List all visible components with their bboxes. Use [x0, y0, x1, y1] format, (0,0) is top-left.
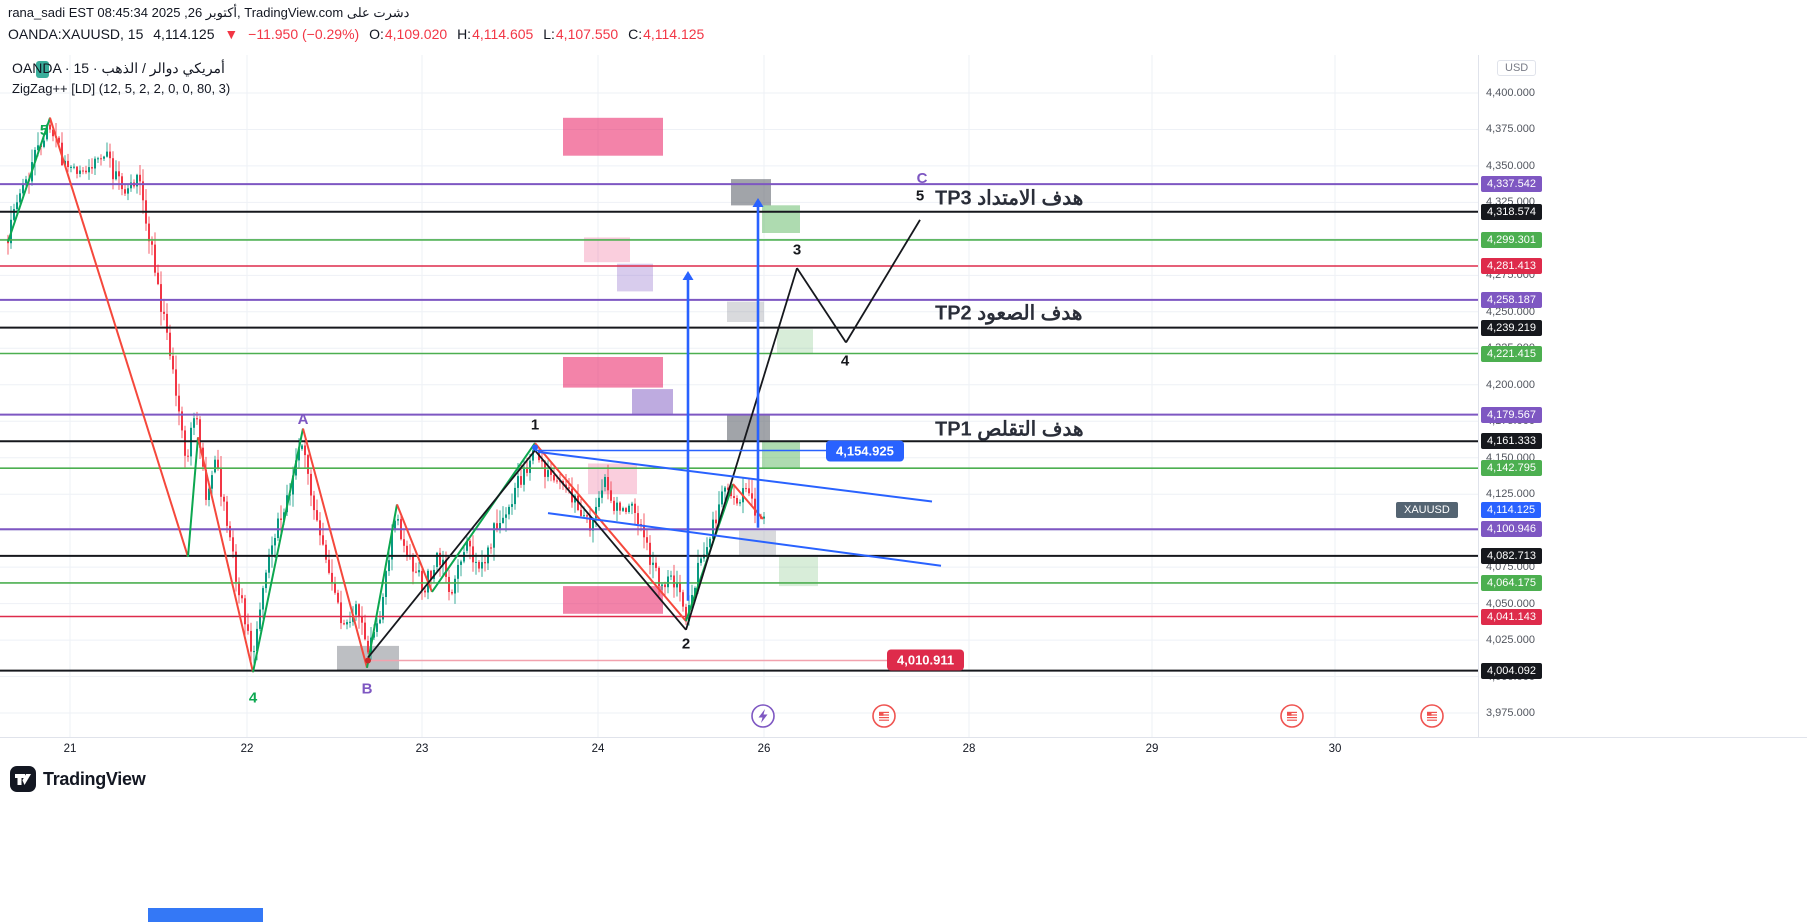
low-label: L:: [543, 26, 555, 42]
tradingview-logo-icon: [10, 766, 36, 792]
svg-text:1: 1: [531, 417, 539, 434]
price-axis[interactable]: USD 4,400.000 4,375.000 4,350.000 4,325.000…: [1478, 55, 1679, 737]
time-axis-label: 23: [415, 743, 429, 755]
close-value: 4,114.125: [643, 26, 705, 42]
up-arrows[interactable]: [682, 198, 764, 601]
price-level-badge: 4,221.415: [1481, 345, 1542, 362]
tradingview-brand-text: TradingView: [43, 768, 146, 789]
last-price: 4,114.125: [153, 26, 215, 42]
price-tick: 3,975.000: [1486, 707, 1535, 719]
price-level-badge: 4,004.092: [1481, 662, 1542, 679]
symbol-name[interactable]: OANDA:XAUUSD, 15: [8, 26, 144, 42]
economic-event-icon[interactable]: [1420, 704, 1444, 728]
svg-text:C: C: [917, 170, 928, 187]
price-tick: 4,250.000: [1486, 305, 1535, 318]
price-tag-channel-level[interactable]: 4,154.925: [826, 440, 904, 462]
price-tick: 4,375.000: [1486, 123, 1535, 136]
time-axis-label: 22: [240, 743, 254, 755]
gridlines: [0, 55, 1478, 737]
price-tick: 4,200.000: [1486, 378, 1535, 391]
currency-selector[interactable]: USD: [1497, 60, 1537, 76]
price-tick: 4,025.000: [1486, 634, 1535, 647]
price-level-badge: 4,299.301: [1481, 231, 1542, 248]
close-label: C:: [628, 26, 643, 42]
low-value: 4,107.550: [555, 26, 619, 42]
svg-text:3: 3: [793, 242, 801, 259]
current-price-badge: 4,114.125: [1481, 502, 1542, 519]
price-tick: 4,400.000: [1486, 87, 1535, 99]
high-label: H:: [457, 26, 472, 42]
time-axis-label: 28: [962, 743, 976, 755]
flash-event-icon[interactable]: [751, 704, 775, 728]
time-axis-label: 26: [757, 743, 771, 755]
price-level-badge: 4,082.713: [1481, 547, 1542, 564]
symbol-price-chip: XAUUSD: [1396, 502, 1458, 519]
time-axis-label: 24: [591, 743, 605, 755]
price-tick: 4,050.000: [1486, 597, 1535, 610]
publish-byline: rana_sadi EST 08:45:34 2025 ,26 ربوتكأ, …: [8, 5, 410, 20]
tradingview-brand[interactable]: TradingView: [10, 766, 146, 792]
anchor-dot[interactable]: [532, 444, 538, 451]
economic-event-icon[interactable]: [872, 704, 896, 728]
candles: [7, 117, 765, 664]
open-value: 4,109.020: [384, 26, 448, 42]
target-label-tp2[interactable]: هدف الصعود TP2: [935, 302, 1083, 325]
price-level-badge: 4,142.795: [1481, 460, 1542, 477]
price-change: −11.950 (−0.29%): [248, 26, 360, 42]
svg-text:A: A: [298, 411, 309, 428]
price-tick: 4,075.000: [1486, 561, 1535, 574]
price-level-badge: 4,064.175: [1481, 574, 1542, 591]
price-level-badge: 4,100.946: [1481, 521, 1542, 538]
target-label-tp1[interactable]: هدف التقلص TP1: [935, 418, 1084, 441]
svg-text:5: 5: [916, 188, 924, 205]
svg-text:5: 5: [40, 122, 48, 139]
price-tick: 4,125.000: [1486, 488, 1535, 501]
open-label: O:: [369, 26, 384, 42]
economic-event-icon[interactable]: [1280, 704, 1304, 728]
time-axis-label: 21: [63, 743, 77, 755]
legend-marker-icon: [36, 61, 49, 78]
bottom-blue-bar: [148, 908, 263, 922]
time-axis[interactable]: 21 22 23 24 26 28 29 30: [0, 737, 1807, 762]
high-value: 4,114.605: [472, 26, 534, 42]
chart-overlays: هدف الامتداد TP3 هدف الصعود TP2 هدف التقلص…: [0, 55, 1478, 737]
svg-text:4: 4: [841, 352, 850, 369]
price-level-badge: 4,041.143: [1481, 608, 1542, 625]
target-label-tp3[interactable]: هدف الامتداد TP3: [935, 187, 1084, 210]
change-arrow-icon: ▼: [224, 26, 239, 42]
price-tick: 4,350.000: [1486, 159, 1535, 172]
level-lines[interactable]: [0, 183, 1478, 672]
price-level-badge: 4,179.567: [1481, 406, 1542, 423]
svg-text:2: 2: [682, 635, 690, 652]
chart-legend-indicator[interactable]: ZigZag++ [LD] (12, 5, 2, 2, 0, 0, 80, 3): [12, 81, 231, 96]
price-level-badge: 4,161.333: [1481, 433, 1542, 450]
price-level-badge: 4,318.574: [1481, 203, 1542, 220]
zone-boxes[interactable]: [337, 117, 818, 671]
anchor-dot[interactable]: [365, 657, 371, 664]
time-axis-label: 29: [1145, 743, 1159, 755]
price-level-badge: 4,281.413: [1481, 257, 1542, 274]
price-level-badge: 4,239.219: [1481, 319, 1542, 336]
price-level-badge: 4,258.187: [1481, 291, 1542, 308]
svg-text:B: B: [362, 681, 373, 698]
price-level-badge: 4,337.542: [1481, 176, 1542, 193]
chart-legend-symbol[interactable]: OANDA · 15 · بهذلا / رلاود يكيرمأ: [12, 60, 225, 76]
symbol-info-line: OANDA:XAUUSD, 15 4,114.125 ▼ −11.950 (−0…: [8, 26, 710, 42]
svg-text:4: 4: [249, 689, 258, 706]
price-tag-b-point-level[interactable]: 4,010.911: [887, 649, 965, 671]
time-axis-label: 30: [1328, 743, 1342, 755]
wave-projection-lines[interactable]: [367, 219, 921, 659]
